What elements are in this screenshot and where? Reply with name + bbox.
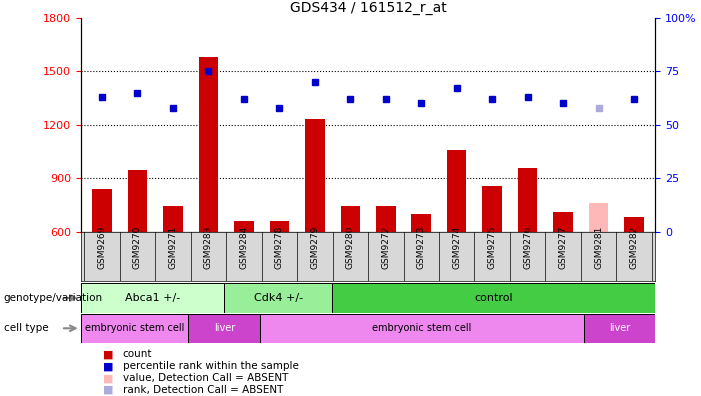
Text: percentile rank within the sample: percentile rank within the sample — [123, 361, 299, 371]
Bar — [260, 314, 583, 343]
Bar — [447, 150, 466, 232]
Bar — [625, 217, 644, 232]
Text: ■: ■ — [104, 349, 114, 360]
Bar — [583, 314, 655, 343]
Text: liver: liver — [609, 323, 630, 333]
Text: cell type: cell type — [4, 323, 48, 333]
Text: liver: liver — [214, 323, 235, 333]
Text: embryonic stem cell: embryonic stem cell — [85, 323, 184, 333]
Text: ■: ■ — [104, 385, 114, 395]
Bar — [128, 170, 147, 232]
Bar — [376, 206, 395, 232]
Text: ■: ■ — [104, 373, 114, 383]
Bar — [589, 203, 608, 232]
Bar — [81, 314, 189, 343]
Text: control: control — [475, 293, 513, 303]
Bar — [482, 186, 502, 232]
Text: count: count — [123, 349, 152, 360]
Bar — [163, 206, 183, 232]
Text: genotype/variation: genotype/variation — [4, 293, 102, 303]
Bar — [270, 221, 289, 232]
Bar — [411, 214, 431, 232]
Text: Abca1 +/-: Abca1 +/- — [125, 293, 180, 303]
Bar — [234, 221, 254, 232]
Bar — [198, 57, 218, 232]
Title: GDS434 / 161512_r_at: GDS434 / 161512_r_at — [290, 2, 447, 15]
Text: Cdk4 +/-: Cdk4 +/- — [254, 293, 303, 303]
Bar — [332, 283, 655, 313]
Bar — [224, 283, 332, 313]
Bar — [189, 314, 260, 343]
Bar — [305, 119, 325, 232]
Bar — [518, 168, 538, 232]
Text: embryonic stem cell: embryonic stem cell — [372, 323, 472, 333]
Bar — [92, 189, 111, 232]
Bar — [81, 283, 224, 313]
Bar — [341, 206, 360, 232]
Text: value, Detection Call = ABSENT: value, Detection Call = ABSENT — [123, 373, 288, 383]
Bar — [553, 212, 573, 232]
Text: ■: ■ — [104, 361, 114, 371]
Text: rank, Detection Call = ABSENT: rank, Detection Call = ABSENT — [123, 385, 283, 395]
